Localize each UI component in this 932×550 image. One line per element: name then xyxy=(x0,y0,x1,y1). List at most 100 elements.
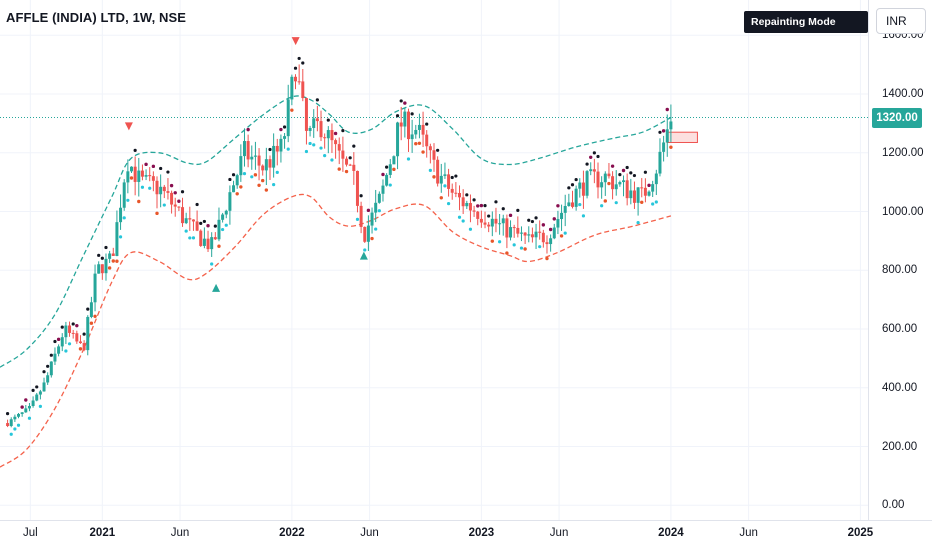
signal-dot xyxy=(450,175,454,180)
candle-body xyxy=(20,412,24,414)
candle-body xyxy=(323,137,327,139)
candle-body xyxy=(100,264,104,274)
signal-dot xyxy=(89,321,94,325)
signal-dot xyxy=(93,314,97,318)
signal-markers-layer xyxy=(124,37,368,292)
signal-dot xyxy=(618,172,622,177)
candle-body xyxy=(534,231,538,238)
candle-body xyxy=(9,419,13,427)
candle-body xyxy=(64,325,68,338)
chart-title[interactable]: AFFLE (INDIA) LTD, 1W, NSE xyxy=(6,10,187,25)
candle-body xyxy=(552,227,556,239)
candle-body xyxy=(450,188,454,193)
signal-dot xyxy=(272,182,276,187)
signal-dot xyxy=(559,234,564,238)
signal-dot xyxy=(443,184,447,188)
price-tick-label: 1400.00 xyxy=(882,88,924,100)
candle-body xyxy=(137,170,141,182)
candle-body xyxy=(545,242,549,245)
signal-dot xyxy=(392,167,396,172)
candle-body xyxy=(662,142,666,152)
time-tick-label: 2022 xyxy=(279,527,305,539)
candle-body xyxy=(432,150,436,160)
price-tick-label: 800.00 xyxy=(882,264,918,277)
signal-dot xyxy=(465,193,469,197)
candle-body xyxy=(611,176,615,190)
candle-body xyxy=(239,156,243,176)
candle-body xyxy=(228,192,232,211)
candle-body xyxy=(301,81,305,99)
candle-body xyxy=(563,206,567,213)
candles-layer xyxy=(6,64,673,428)
signal-dot xyxy=(315,98,319,102)
candle-body xyxy=(388,164,392,175)
candle-body xyxy=(658,151,662,174)
lower-band-line xyxy=(0,193,672,468)
signal-dot xyxy=(406,157,411,161)
candle-body xyxy=(17,413,21,417)
signal-dot xyxy=(199,221,203,225)
candle-body xyxy=(199,230,203,246)
price-axis[interactable]: 1600.00 1400.00 1200.00 1000.00 800.00 600.00… xyxy=(868,0,932,520)
signal-dot xyxy=(621,168,626,173)
signal-dot xyxy=(169,183,174,188)
signal-dot xyxy=(304,149,309,154)
signal-dot xyxy=(133,148,137,153)
signal-dot xyxy=(454,174,458,178)
signal-dot xyxy=(428,168,432,172)
candle-body xyxy=(24,408,28,413)
chart-area[interactable]: AFFLE (INDIA) LTD, 1W, NSE Repainting Mo… xyxy=(0,0,868,520)
candle-body xyxy=(527,234,531,236)
time-tick-label: 2025 xyxy=(847,527,874,539)
signal-dot xyxy=(523,247,527,251)
candle-body xyxy=(140,170,144,177)
price-chart[interactable] xyxy=(0,0,868,520)
candle-body xyxy=(213,237,217,240)
signal-dot xyxy=(512,243,516,247)
candle-body xyxy=(89,302,93,317)
signal-dot xyxy=(75,323,79,328)
candle-body xyxy=(181,207,185,224)
signal-dot xyxy=(574,177,578,182)
candle-body xyxy=(479,218,483,223)
signal-dot xyxy=(654,200,658,204)
candle-body xyxy=(490,218,494,227)
signal-dot xyxy=(589,155,593,160)
candle-body xyxy=(224,210,228,215)
candle-body xyxy=(345,158,349,165)
candle-body xyxy=(519,232,523,234)
candle-body xyxy=(217,219,221,240)
signal-dot xyxy=(374,227,378,231)
signal-dot xyxy=(352,144,356,148)
candle-body xyxy=(111,253,115,256)
signal-dot xyxy=(614,201,618,205)
signal-dot xyxy=(381,172,385,177)
candle-body xyxy=(436,159,440,184)
price-tick-label: 400.00 xyxy=(882,381,918,394)
candle-body xyxy=(607,173,611,177)
candle-body xyxy=(556,219,560,228)
candle-body xyxy=(35,394,39,401)
signal-dot xyxy=(78,347,83,351)
candle-body xyxy=(476,211,480,219)
signal-dot xyxy=(67,342,72,346)
signal-dot xyxy=(585,162,589,166)
candle-body xyxy=(337,144,341,151)
signal-dot xyxy=(483,204,487,208)
signal-dot xyxy=(202,219,206,224)
candle-body xyxy=(592,169,596,172)
time-axis[interactable]: Jul 2021 Jun 2022 Jun 2023 Jun 2024 Jun 2025 xyxy=(0,520,932,550)
candle-body xyxy=(355,170,359,206)
candle-body xyxy=(53,353,57,362)
signal-dot xyxy=(490,239,495,243)
candle-body xyxy=(359,205,363,227)
signal-dot xyxy=(31,388,35,392)
candle-body xyxy=(665,129,669,143)
signal-dot xyxy=(487,214,491,218)
signal-dot xyxy=(290,108,294,112)
candle-body xyxy=(246,141,250,160)
candle-body xyxy=(647,191,651,196)
currency-selector[interactable]: INR xyxy=(876,8,926,34)
candle-body xyxy=(133,166,137,182)
signal-dot xyxy=(206,224,210,228)
